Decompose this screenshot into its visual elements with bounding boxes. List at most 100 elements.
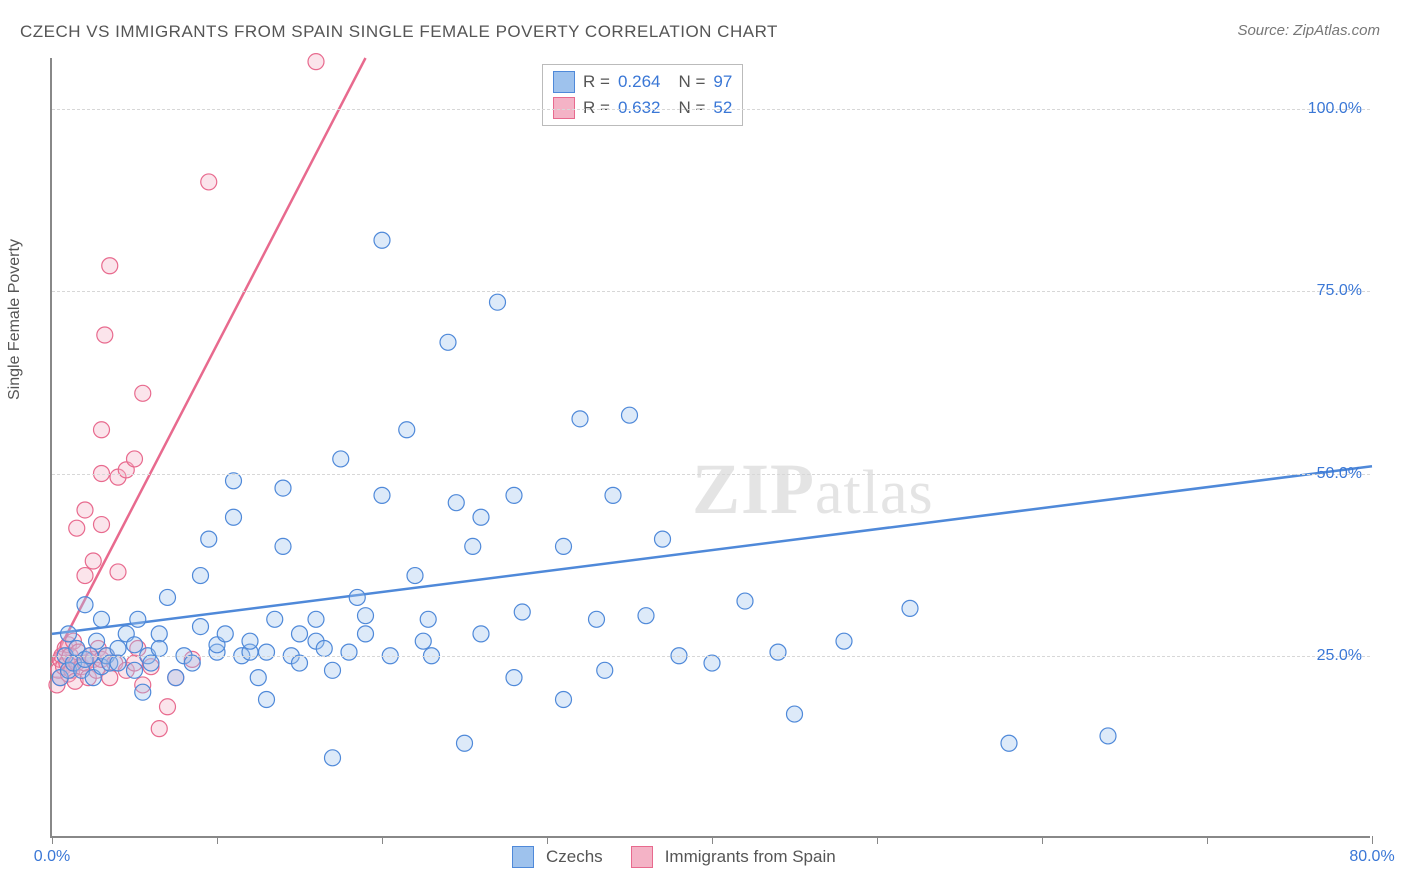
x-tick	[382, 836, 383, 844]
data-point	[151, 626, 167, 642]
data-point	[184, 655, 200, 671]
data-point	[226, 473, 242, 489]
data-point	[358, 608, 374, 624]
x-tick	[1042, 836, 1043, 844]
data-point	[292, 655, 308, 671]
data-point	[193, 568, 209, 584]
data-point	[201, 174, 217, 190]
chart-title: CZECH VS IMMIGRANTS FROM SPAIN SINGLE FE…	[20, 22, 778, 42]
y-tick-label: 50.0%	[1317, 465, 1362, 483]
data-point	[770, 644, 786, 660]
data-point	[77, 502, 93, 518]
data-point	[193, 619, 209, 635]
data-point	[737, 593, 753, 609]
data-point	[836, 633, 852, 649]
data-point	[465, 538, 481, 554]
data-point	[597, 662, 613, 678]
data-point	[94, 517, 110, 533]
data-point	[151, 721, 167, 737]
data-point	[110, 564, 126, 580]
data-point	[201, 531, 217, 547]
legend-spain-label: Immigrants from Spain	[665, 847, 836, 867]
data-point	[374, 487, 390, 503]
data-point	[589, 611, 605, 627]
y-tick-label: 75.0%	[1317, 282, 1362, 300]
data-point	[605, 487, 621, 503]
data-point	[259, 644, 275, 660]
data-point	[226, 509, 242, 525]
data-point	[420, 611, 436, 627]
x-tick-label: 80.0%	[1349, 848, 1394, 866]
data-point	[69, 520, 85, 536]
swatch-spain-bottom	[631, 846, 653, 868]
data-point	[275, 480, 291, 496]
legend-row-spain: R = 0.632 N = 52	[553, 95, 732, 121]
data-point	[655, 531, 671, 547]
data-point	[556, 538, 572, 554]
data-point	[217, 626, 233, 642]
x-tick	[712, 836, 713, 844]
data-point	[267, 611, 283, 627]
data-point	[130, 611, 146, 627]
n-label: N =	[678, 98, 705, 118]
x-tick-label: 0.0%	[34, 848, 70, 866]
legend-series: Czechs Immigrants from Spain	[512, 846, 836, 868]
chart-svg	[52, 58, 1372, 838]
n-label: N =	[678, 72, 705, 92]
data-point	[77, 568, 93, 584]
data-point	[1001, 735, 1017, 751]
data-point	[415, 633, 431, 649]
gridline	[52, 291, 1370, 292]
data-point	[151, 640, 167, 656]
data-point	[308, 611, 324, 627]
data-point	[457, 735, 473, 751]
data-point	[242, 633, 258, 649]
data-point	[325, 662, 341, 678]
data-point	[341, 644, 357, 660]
x-tick	[217, 836, 218, 844]
y-tick-label: 100.0%	[1308, 100, 1362, 118]
data-point	[110, 655, 126, 671]
source-label: Source: ZipAtlas.com	[1237, 22, 1380, 39]
data-point	[127, 662, 143, 678]
r-label: R =	[583, 98, 610, 118]
r-label: R =	[583, 72, 610, 92]
legend-correlation: R = 0.264 N = 97 R = 0.632 N = 52	[542, 64, 743, 126]
data-point	[490, 294, 506, 310]
data-point	[374, 232, 390, 248]
data-point	[259, 691, 275, 707]
data-point	[514, 604, 530, 620]
data-point	[61, 626, 77, 642]
data-point	[316, 640, 332, 656]
spain-r-value: 0.632	[618, 98, 661, 118]
swatch-czechs-bottom	[512, 846, 534, 868]
legend-row-czechs: R = 0.264 N = 97	[553, 69, 732, 95]
data-point	[407, 568, 423, 584]
y-axis-label: Single Female Poverty	[6, 239, 24, 400]
data-point	[704, 655, 720, 671]
data-point	[102, 258, 118, 274]
data-point	[349, 589, 365, 605]
data-point	[94, 611, 110, 627]
data-point	[902, 600, 918, 616]
data-point	[572, 411, 588, 427]
spain-n-value: 52	[713, 98, 732, 118]
data-point	[110, 640, 126, 656]
data-point	[85, 553, 101, 569]
legend-czechs-label: Czechs	[546, 847, 603, 867]
data-point	[473, 509, 489, 525]
data-point	[97, 327, 113, 343]
data-point	[1100, 728, 1116, 744]
gridline	[52, 109, 1370, 110]
x-tick	[1207, 836, 1208, 844]
data-point	[556, 691, 572, 707]
data-point	[168, 670, 184, 686]
data-point	[94, 422, 110, 438]
data-point	[325, 750, 341, 766]
data-point	[358, 626, 374, 642]
data-point	[89, 633, 105, 649]
x-tick	[547, 836, 548, 844]
data-point	[127, 637, 143, 653]
gridline	[52, 474, 1370, 475]
data-point	[143, 655, 159, 671]
